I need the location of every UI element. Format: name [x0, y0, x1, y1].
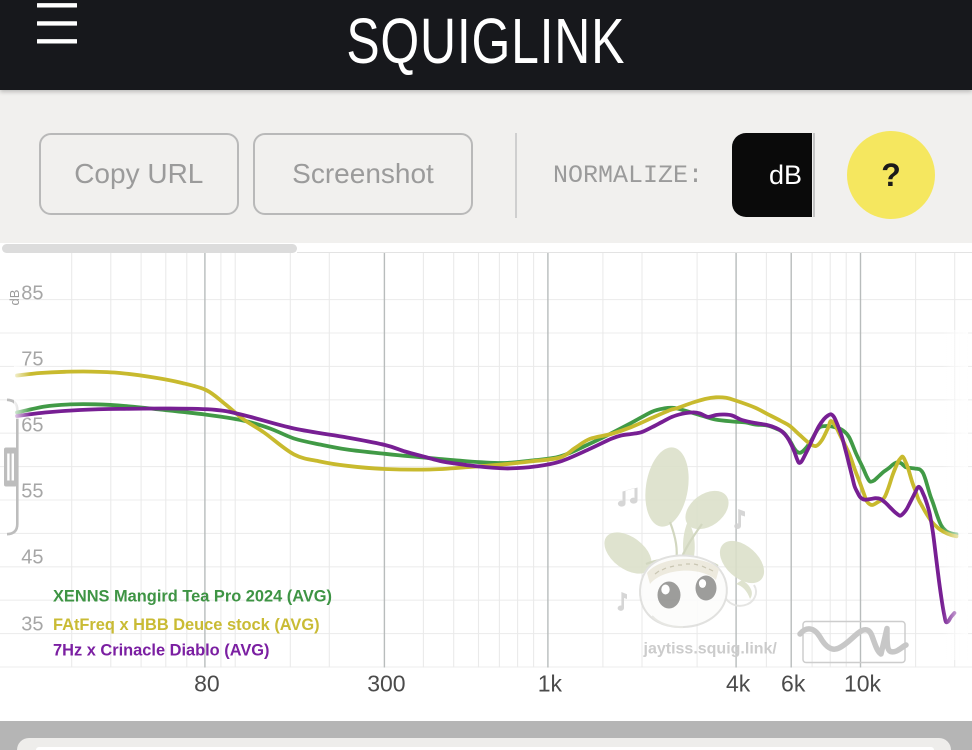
svg-text:1k: 1k	[538, 671, 563, 697]
svg-text:35: 35	[21, 614, 43, 636]
svg-text:4k: 4k	[726, 671, 751, 697]
svg-text:XENNS Mangird Tea Pro 2024 (AV: XENNS Mangird Tea Pro 2024 (AVG)	[53, 588, 332, 606]
svg-text:55: 55	[21, 481, 43, 503]
svg-text:300: 300	[367, 671, 405, 697]
svg-text:45: 45	[21, 547, 43, 569]
svg-text:jaytiss.squig.link/: jaytiss.squig.link/	[643, 641, 778, 658]
svg-text:80: 80	[194, 671, 220, 697]
svg-text:7Hz x Crinacle Diablo (AVG): 7Hz x Crinacle Diablo (AVG)	[53, 642, 269, 660]
svg-text:dB: dB	[7, 290, 22, 306]
svg-text:65: 65	[21, 415, 43, 437]
svg-text:85: 85	[21, 283, 43, 305]
svg-text:6k: 6k	[781, 671, 806, 697]
svg-text:75: 75	[21, 349, 43, 371]
svg-text:10k: 10k	[844, 671, 882, 697]
svg-text:FAtFreq x HBB Deuce stock (AVG: FAtFreq x HBB Deuce stock (AVG)	[53, 616, 320, 634]
